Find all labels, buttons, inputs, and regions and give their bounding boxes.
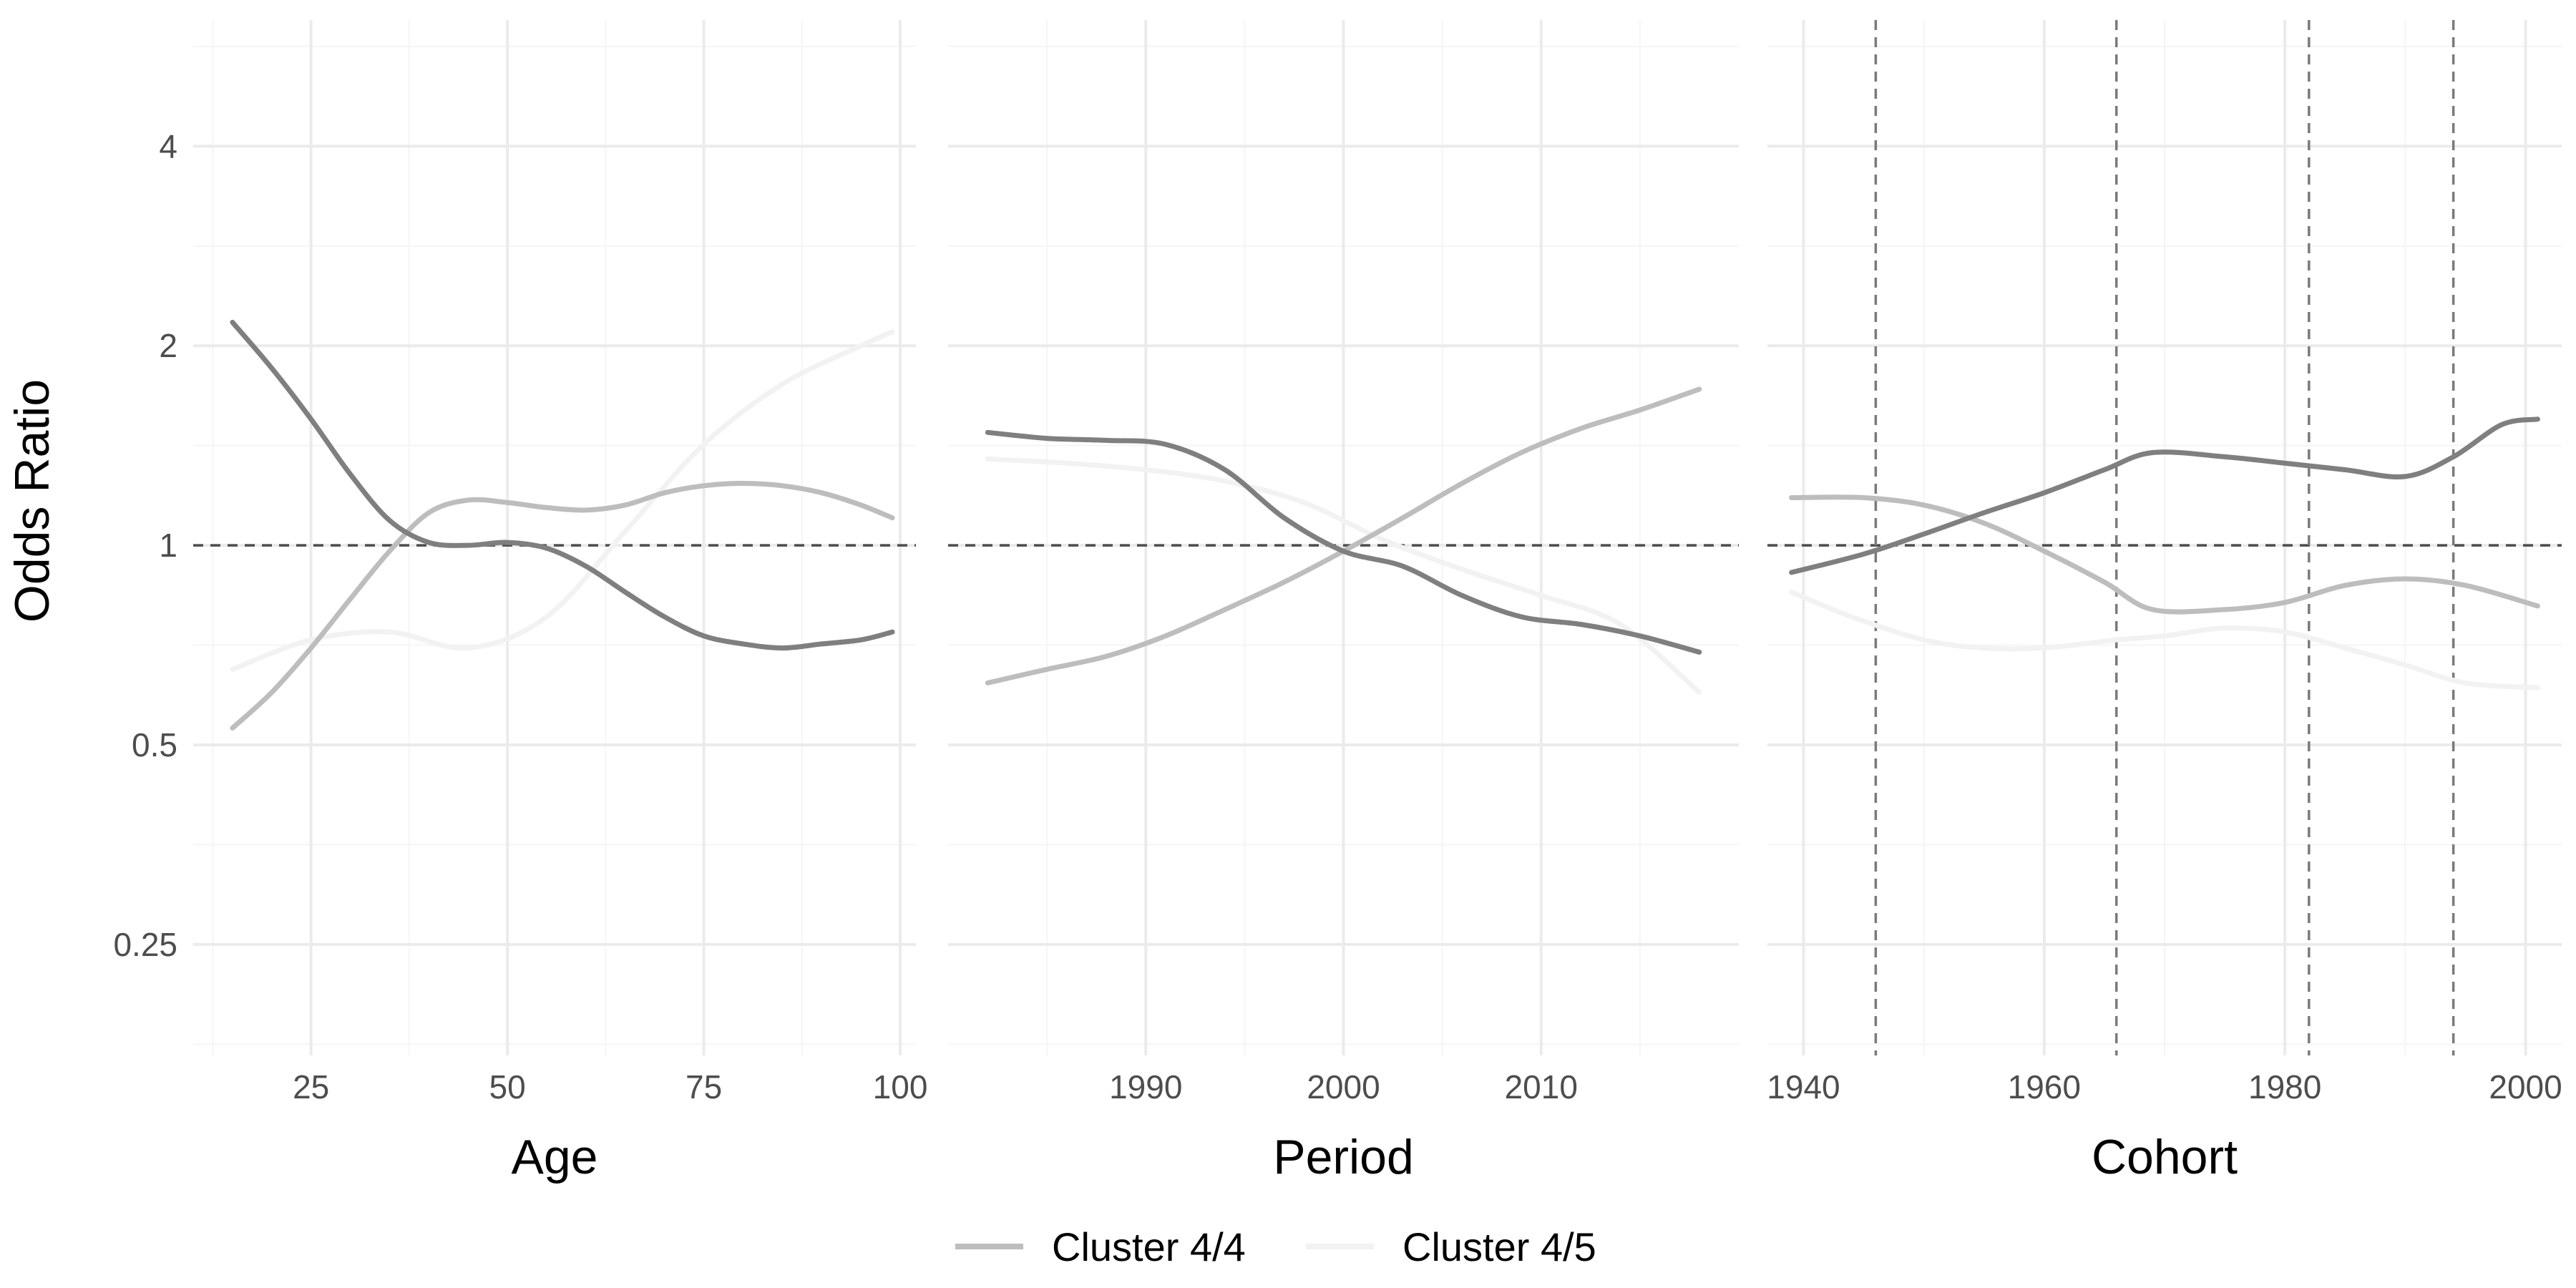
series-line-c5 [985, 456, 1702, 696]
y-tick-label: 0.25 [113, 926, 177, 963]
panel-age: 25 50 75 100 Age [193, 20, 927, 1184]
series-line-c5 [1789, 590, 2540, 691]
x-tick-label: 50 [489, 1068, 526, 1106]
x-axis-title: Period [1273, 1130, 1414, 1184]
x-tick-label: 1960 [2008, 1068, 2081, 1106]
panel-period: 1990 2000 2010 Period [948, 20, 1739, 1184]
x-tick-label: 2000 [1307, 1068, 1380, 1106]
x-axis-title: Cohort [2092, 1130, 2238, 1184]
series-line-c5 [230, 329, 895, 672]
y-tick-label: 1 [159, 527, 177, 564]
panel-cohort: 1940 1960 1980 2000 Cohort [1767, 20, 2562, 1184]
y-axis-title: Odds Ratio [5, 379, 59, 623]
series-line-c4 [230, 481, 895, 731]
x-tick-label: 75 [686, 1068, 722, 1106]
x-tick-label: 1990 [1109, 1068, 1182, 1106]
legend: Cluster 4/4 Cluster 4/5 [955, 1224, 1596, 1269]
legend-label: Cluster 4/5 [1402, 1224, 1596, 1269]
x-tick-label: 1940 [1767, 1068, 1840, 1106]
x-axis-title: Age [512, 1130, 598, 1184]
x-tick-label: 25 [293, 1068, 329, 1106]
y-tick-label: 2 [159, 327, 177, 364]
x-tick-label: 1980 [2248, 1068, 2321, 1106]
x-tick-label: 2000 [2489, 1068, 2562, 1106]
y-tick-label: 4 [159, 127, 177, 165]
x-tick-label: 2010 [1505, 1068, 1578, 1106]
series-line-c4 [1789, 494, 2540, 615]
legend-label: Cluster 4/4 [1052, 1224, 1246, 1269]
series-line-c2 [985, 429, 1702, 655]
series-line-c2 [230, 319, 895, 651]
x-tick-label: 100 [873, 1068, 928, 1106]
y-tick-label: 0.5 [132, 726, 177, 763]
series-line-c2 [1789, 416, 2540, 575]
